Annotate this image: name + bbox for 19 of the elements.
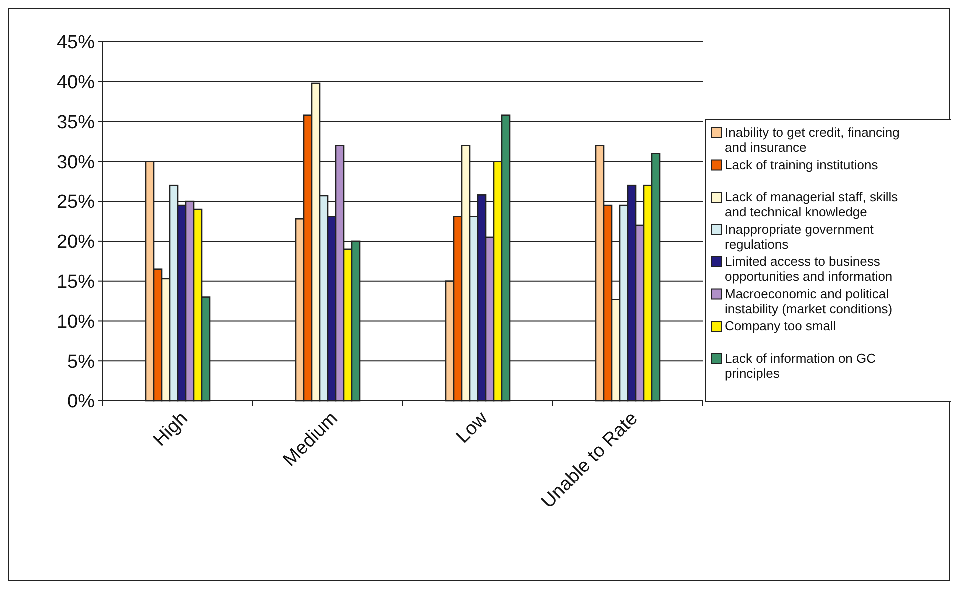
y-tick-label: 45% xyxy=(56,32,96,54)
y-tick-label: 40% xyxy=(56,72,96,94)
y-tick-label: 5% xyxy=(68,352,96,373)
legend-label: Lack of information on GC principles xyxy=(725,350,876,381)
legend-label: Lack of managerial staff, skills and technical knowledge xyxy=(725,190,899,220)
y-tick-label: 10% xyxy=(56,312,96,333)
y-tick-label: 20% xyxy=(56,232,96,254)
y-tick-label: 30% xyxy=(56,152,96,174)
legend-label: Lack of training institutions xyxy=(725,157,879,172)
legend-label: Macroeconomic and political instability (market conditions) xyxy=(725,286,893,316)
y-tick-label: 35% xyxy=(56,112,96,134)
legend-label: Company too small xyxy=(725,318,836,334)
y-tick-label: 0% xyxy=(68,392,96,413)
x-tick-label: Low xyxy=(452,408,492,448)
legend-label: Inability to get credit, financing and insurance xyxy=(725,125,900,155)
y-tick-label: 15% xyxy=(56,272,96,293)
legend-label: Limited access to business opportunities and information xyxy=(725,254,893,284)
legend-label: Inappropriate government regulations xyxy=(725,222,874,252)
y-tick-label: 25% xyxy=(56,192,96,214)
